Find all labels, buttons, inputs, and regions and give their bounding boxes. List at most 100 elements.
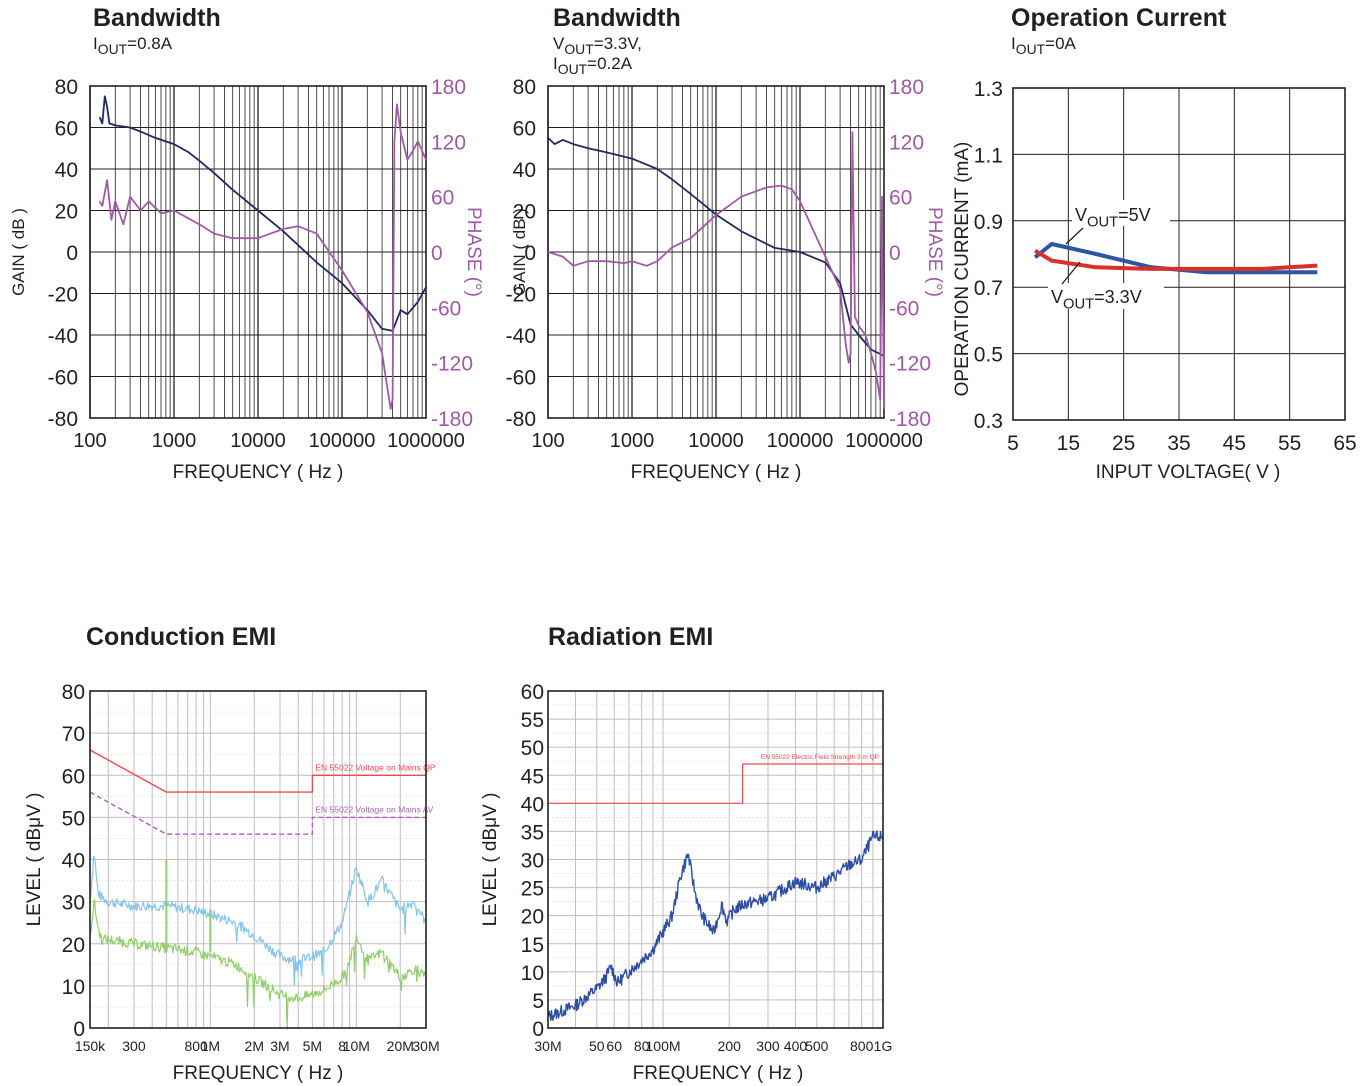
chart-title: Conduction EMI: [86, 623, 276, 651]
y-tick-label: 0: [524, 242, 536, 265]
x-tick-label: 55: [1278, 432, 1301, 455]
leader-line: [1061, 261, 1081, 285]
x-tick-label: 35: [1167, 432, 1190, 455]
x-tick-label: 25: [1112, 432, 1135, 455]
y-tick-label: 40: [55, 159, 78, 182]
x-tick-label: 1M: [201, 1038, 220, 1054]
x-tick-label: 200: [718, 1038, 742, 1054]
av-measurement-line: [89, 898, 427, 1030]
y-tick-label: 1.1: [974, 144, 1003, 167]
y2-tick-label: -120: [889, 353, 931, 376]
y-tick-label: 5: [532, 990, 544, 1013]
x-tick-label: 3M: [270, 1038, 289, 1054]
y2-tick-label: -120: [431, 353, 473, 376]
y-tick-label: 0.9: [974, 211, 1003, 234]
y-tick-label: 30: [521, 850, 544, 873]
x-tick-label: 10000: [230, 430, 286, 452]
y-tick-label: 0.5: [974, 344, 1003, 367]
bode-chart-1: BandwidthIOUT=0.8A806040200-20-40-60-801…: [9, 4, 484, 483]
x-tick-label: 100000: [767, 430, 834, 452]
x-tick-label: 15: [1057, 432, 1080, 455]
y-tick-label: 60: [513, 118, 536, 141]
x-tick-label: 100: [73, 430, 106, 452]
y-tick-label: 60: [55, 118, 78, 141]
y-tick-label: 55: [521, 709, 544, 732]
radiation-emi-chart: Radiation EMI60555045403530252015105030M…: [480, 623, 892, 1084]
y-axis-label: GAIN ( dB ): [9, 208, 28, 296]
radiation-limit-line: [548, 763, 883, 804]
x-tick-label: 5: [1007, 432, 1019, 455]
series-label-3v3: VOUT=3.3V: [1051, 287, 1142, 312]
y2-tick-label: 120: [889, 131, 924, 154]
y2-tick-label: 60: [431, 187, 454, 210]
y-axis-label: OPERATION CURRENT (mA): [952, 142, 973, 397]
x-tick-label: 5M: [303, 1038, 322, 1054]
x-tick-label: 8: [338, 1038, 346, 1054]
x-axis-label: INPUT VOLTAGE( V ): [1096, 462, 1281, 483]
y2-tick-label: 0: [889, 242, 901, 265]
x-tick-label: 800: [184, 1038, 208, 1054]
y-tick-label: -60: [48, 367, 78, 390]
phase-series-line: [98, 103, 427, 410]
y2-tick-label: -180: [431, 408, 473, 431]
x-tick-label: 45: [1223, 432, 1246, 455]
chart-subtitle: IOUT=0.8A: [93, 34, 173, 57]
y2-tick-label: 180: [431, 76, 466, 99]
y-tick-label: 20: [55, 201, 78, 224]
x-tick-label: 150k: [75, 1038, 106, 1054]
y2-tick-label: 180: [889, 76, 924, 99]
x-tick-label: 20M: [387, 1038, 414, 1054]
y-tick-label: 20: [62, 934, 85, 957]
chart-title: Radiation EMI: [548, 623, 713, 651]
y-tick-label: 0.3: [974, 410, 1003, 433]
x-tick-label: 60: [606, 1038, 622, 1054]
x-tick-label: 80: [634, 1038, 650, 1054]
y2-tick-label: 60: [889, 187, 912, 210]
y-tick-label: 30: [62, 892, 85, 915]
x-tick-label: 1000: [152, 430, 197, 452]
y-tick-label: 80: [513, 76, 536, 99]
x-tick-label: 300: [756, 1038, 780, 1054]
x-tick-label: 1000000: [387, 430, 465, 452]
y-tick-label: 20: [521, 906, 544, 929]
qp-limit-line: [89, 749, 426, 793]
x-tick-label: 65: [1333, 432, 1356, 455]
chart-subtitle: IOUT=0.2A: [553, 54, 633, 77]
y-tick-label: 70: [62, 723, 85, 746]
chart-subtitle: VOUT=3.3V,: [553, 34, 642, 57]
chart-title: Operation Current: [1011, 4, 1227, 32]
x-tick-label: 1000: [610, 430, 655, 452]
x-tick-label: 1000000: [845, 430, 923, 452]
y-axis-label: LEVEL ( dBμV ): [24, 793, 45, 927]
y-tick-label: 80: [55, 76, 78, 99]
y-tick-label: -40: [48, 325, 78, 348]
x-tick-label: 800: [850, 1038, 874, 1054]
x-tick-label: 30M: [412, 1038, 439, 1054]
label-background: [1048, 283, 1164, 309]
qp-measurement-line: [89, 855, 427, 987]
y2-tick-label: 120: [431, 131, 466, 154]
x-tick-label: 10M: [343, 1038, 370, 1054]
y2-axis-label: PHASE (°): [463, 207, 484, 297]
y-axis-label: GAIN ( dB ): [510, 208, 529, 296]
y-tick-label: 10: [62, 976, 85, 999]
limit-annotation: EN 55022 Electric Field Strength 3 m QP: [761, 754, 879, 761]
x-tick-label: 10000: [688, 430, 744, 452]
y-tick-label: -80: [48, 408, 78, 431]
x-tick-label: 100M: [646, 1038, 681, 1054]
y-tick-label: 0: [66, 242, 78, 265]
y-tick-label: -20: [506, 284, 536, 307]
y-tick-label: 0.7: [974, 277, 1003, 300]
y-tick-label: 0: [73, 1018, 85, 1041]
chart-title: Bandwidth: [93, 4, 221, 32]
y-axis-label: LEVEL ( dBμV ): [480, 793, 501, 927]
radiation-measurement-line: [547, 830, 884, 1021]
y-tick-label: 35: [521, 821, 544, 844]
y-tick-label: -20: [48, 284, 78, 307]
y-tick-label: 10: [521, 962, 544, 985]
y-tick-label: 25: [521, 878, 544, 901]
gain-series-line: [547, 137, 885, 357]
y-tick-label: 0: [532, 1018, 544, 1041]
